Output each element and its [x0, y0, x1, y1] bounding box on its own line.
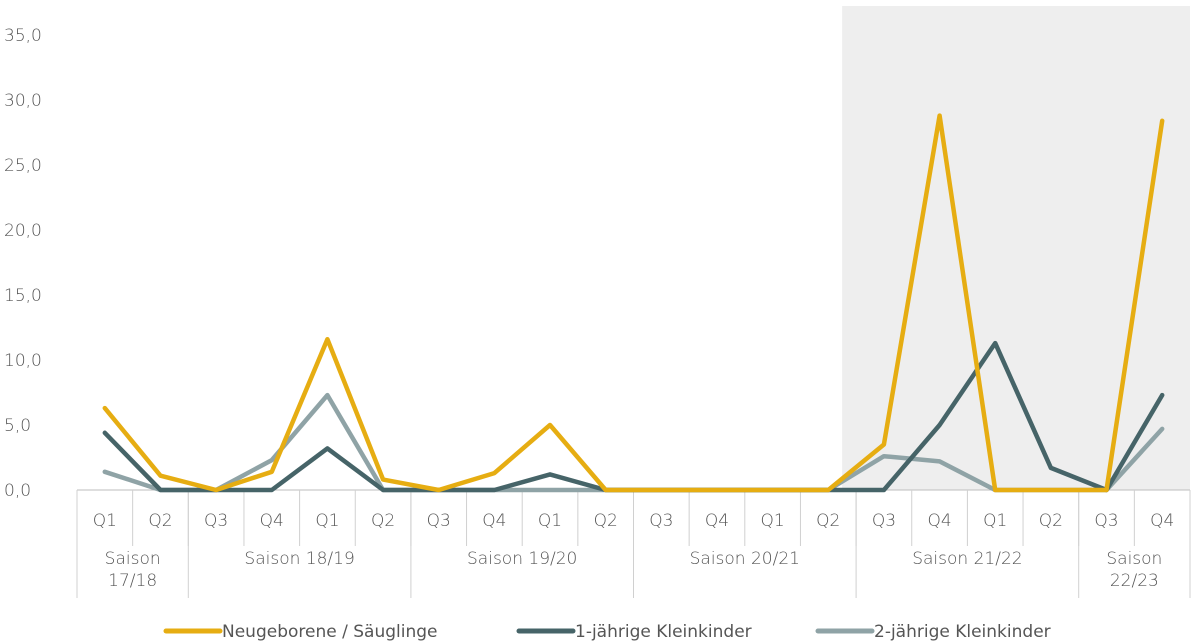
season-label: Saison 22/23	[1106, 549, 1162, 591]
legend-label: Neugeborene / Säuglinge	[222, 622, 437, 642]
x-tick-label: Q3	[427, 511, 451, 531]
y-tick-label: 5,0	[4, 416, 31, 436]
x-tick-label: Q3	[872, 511, 896, 531]
legend-label: 2-jährige Kleinkinder	[874, 622, 1051, 642]
season-label: Saison 17/18	[105, 549, 161, 591]
y-tick-label: 30,0	[4, 91, 42, 111]
x-tick-label: Q2	[594, 511, 618, 531]
x-tick-label: Q1	[93, 511, 117, 531]
y-axis-ticks: 0,0 5,0 10,0 15,0 20,0 25,0 30,0 35,0	[4, 26, 42, 501]
x-tick-label: Q4	[705, 511, 729, 531]
season-labels: Saison 17/18 Saison 18/19 Saison 19/20 Saiso…	[105, 549, 1163, 591]
x-tick-label: Q1	[538, 511, 562, 531]
y-tick-label: 20,0	[4, 221, 42, 241]
x-tick-label: Q3	[649, 511, 673, 531]
x-tick-label: Q4	[260, 511, 284, 531]
x-tick-label: Q4	[1150, 511, 1174, 531]
y-tick-label: 10,0	[4, 351, 42, 371]
x-tick-label: Q4	[482, 511, 506, 531]
season-label: Saison 21/22	[912, 549, 1022, 569]
y-tick-label: 35,0	[4, 26, 42, 46]
shaded-region	[842, 6, 1190, 490]
x-axis-ticks: Q1 Q2 Q3 Q4 Q1 Q2 Q3 Q4 Q1 Q2 Q3 Q4 Q1 Q2 Q3 Q4 Q1 Q2 Q3 Q4	[93, 511, 1175, 531]
season-label: Saison 19/20	[467, 549, 577, 569]
x-tick-label: Q3	[1094, 511, 1118, 531]
x-tick-label: Q2	[148, 511, 172, 531]
x-tick-label: Q2	[371, 511, 395, 531]
y-tick-label: 15,0	[4, 286, 42, 306]
series-line-1	[102, 113, 1165, 493]
x-tick-label: Q4	[927, 511, 951, 531]
x-tick-label: Q2	[1039, 511, 1063, 531]
series-lines	[102, 113, 1165, 493]
season-label: Saison 20/21	[690, 549, 800, 569]
x-tick-label: Q2	[816, 511, 840, 531]
y-tick-label: 0,0	[4, 481, 31, 501]
season-label: Saison 18/19	[244, 549, 354, 569]
y-tick-label: 25,0	[4, 156, 42, 176]
x-axis	[76, 489, 1191, 598]
legend-label: 1-jährige Kleinkinder	[575, 622, 752, 642]
legend: Neugeborene / Säuglinge 1-jährige Kleinki…	[163, 622, 1051, 642]
x-tick-label: Q1	[761, 511, 785, 531]
x-tick-label: Q1	[983, 511, 1007, 531]
x-tick-label: Q3	[204, 511, 228, 531]
shaded-area	[842, 6, 1190, 490]
x-tick-label: Q1	[315, 511, 339, 531]
